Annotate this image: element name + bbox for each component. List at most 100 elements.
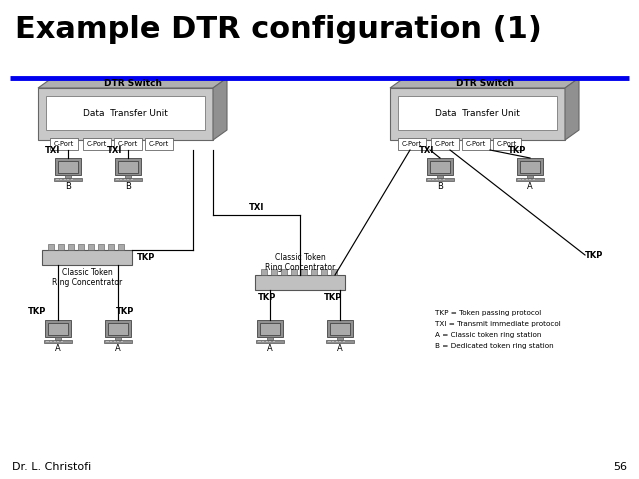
Bar <box>145 138 173 150</box>
Bar <box>522 179 524 180</box>
Bar <box>431 138 459 150</box>
Bar <box>332 341 334 342</box>
Text: Data  Transfer Unit: Data Transfer Unit <box>435 109 520 117</box>
Text: TXI: TXI <box>249 203 264 212</box>
Bar <box>108 323 128 334</box>
Text: DTR Switch: DTR Switch <box>456 79 514 88</box>
Bar <box>517 158 543 175</box>
Polygon shape <box>38 78 227 88</box>
Text: Data  Transfer Unit: Data Transfer Unit <box>83 109 168 117</box>
Bar <box>55 158 81 175</box>
Text: TKP = Token passing protocol: TKP = Token passing protocol <box>435 310 541 316</box>
Text: TXI: TXI <box>45 146 60 155</box>
Bar <box>58 161 78 172</box>
Text: B: B <box>125 182 131 191</box>
Text: TKP: TKP <box>507 146 526 155</box>
Bar <box>116 179 119 180</box>
Bar <box>529 179 532 180</box>
Bar <box>337 337 343 340</box>
Bar <box>256 340 284 342</box>
Bar <box>330 323 350 334</box>
Bar <box>54 341 56 342</box>
Bar <box>255 275 345 290</box>
Text: C-Port: C-Port <box>497 141 517 147</box>
Bar <box>123 179 126 180</box>
Bar <box>327 320 353 337</box>
Bar <box>526 179 528 180</box>
Bar <box>110 341 112 342</box>
Bar <box>88 244 93 250</box>
Text: DTR Switch: DTR Switch <box>104 79 162 88</box>
Bar <box>301 269 307 275</box>
Bar <box>339 341 341 342</box>
Bar <box>125 175 131 178</box>
Text: Example DTR configuration (1): Example DTR configuration (1) <box>15 15 542 44</box>
Bar <box>46 96 205 130</box>
Bar <box>426 178 454 181</box>
Bar <box>271 269 277 275</box>
Bar <box>343 341 345 342</box>
Bar <box>98 244 104 250</box>
Bar <box>261 269 266 275</box>
Bar <box>115 337 121 340</box>
Text: C-Port: C-Port <box>435 141 455 147</box>
Text: C-Port: C-Port <box>466 141 486 147</box>
Text: TXI: TXI <box>107 146 122 155</box>
Bar <box>58 341 59 342</box>
Bar <box>436 179 438 180</box>
Bar <box>267 337 273 340</box>
Bar <box>390 88 565 140</box>
Bar <box>281 269 286 275</box>
Bar <box>291 269 296 275</box>
Text: B = Dedicated token ring station: B = Dedicated token ring station <box>435 343 553 349</box>
Text: TKP: TKP <box>258 293 276 302</box>
Bar <box>120 179 122 180</box>
Bar <box>38 88 213 140</box>
Text: TKP: TKP <box>27 307 46 316</box>
Bar <box>67 179 70 180</box>
Bar <box>105 320 131 337</box>
Bar <box>269 341 272 342</box>
Text: A: A <box>115 343 121 353</box>
Bar <box>54 178 82 181</box>
Bar <box>428 179 431 180</box>
Bar <box>437 175 443 178</box>
Bar <box>131 179 133 180</box>
Bar <box>104 340 132 342</box>
Bar <box>127 179 129 180</box>
Bar <box>118 161 138 172</box>
Text: A: A <box>55 343 61 353</box>
Text: A: A <box>267 343 273 353</box>
Text: Classic Token
Ring Concentrator: Classic Token Ring Concentrator <box>52 268 122 287</box>
Bar <box>68 244 73 250</box>
Bar <box>430 161 450 172</box>
Bar <box>55 337 61 340</box>
Bar <box>48 323 68 334</box>
Bar <box>331 269 337 275</box>
Text: B: B <box>65 182 71 191</box>
Bar <box>114 178 142 181</box>
Bar <box>71 179 73 180</box>
Bar <box>58 244 63 250</box>
Bar <box>108 244 114 250</box>
Bar <box>398 138 426 150</box>
Bar <box>42 250 132 265</box>
Bar <box>260 323 280 334</box>
Text: Dr. L. Christofi: Dr. L. Christofi <box>12 462 91 472</box>
Bar <box>516 178 544 181</box>
Bar <box>493 138 521 150</box>
Bar <box>527 175 533 178</box>
Bar <box>50 138 78 150</box>
Bar <box>118 244 123 250</box>
Bar <box>48 244 54 250</box>
Bar <box>60 179 62 180</box>
Bar <box>518 179 521 180</box>
Bar <box>328 341 330 342</box>
Bar <box>61 341 63 342</box>
Bar <box>121 341 123 342</box>
Text: TXI: TXI <box>419 146 434 155</box>
Polygon shape <box>390 78 579 88</box>
Bar <box>432 179 434 180</box>
Bar <box>44 340 72 342</box>
Text: TKP: TKP <box>137 253 155 262</box>
